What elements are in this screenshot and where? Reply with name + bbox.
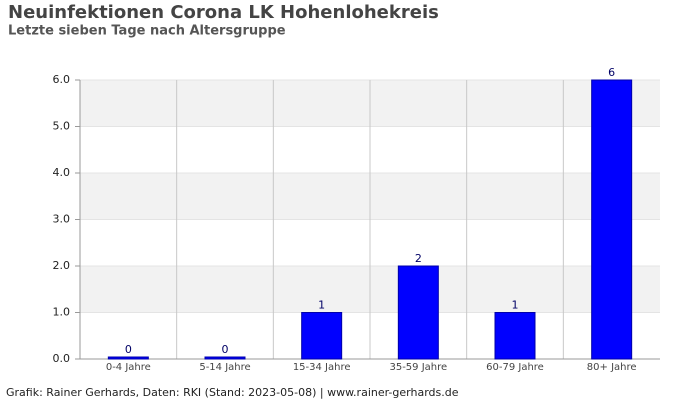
bar [397, 265, 439, 360]
x-tick-label: 15-34 Jahre [293, 362, 351, 373]
y-tick-label: 1.0 [53, 306, 71, 319]
y-tick-label: 3.0 [53, 213, 71, 226]
y-tick-label: 4.0 [53, 166, 71, 179]
x-tick-label: 60-79 Jahre [486, 362, 544, 373]
data-label: 6 [608, 66, 615, 79]
bar [301, 312, 343, 360]
data-label: 2 [415, 252, 422, 265]
data-label: 1 [512, 299, 519, 312]
bar [494, 312, 536, 360]
chart-title: Neuinfektionen Corona LK Hohenlohekreis [8, 2, 439, 23]
bar [204, 356, 246, 360]
data-label: 1 [318, 299, 325, 312]
bar [107, 356, 149, 360]
chart-subtitle: Letzte sieben Tage nach Altersgruppe [8, 24, 286, 39]
y-tick-label: 0.0 [53, 352, 71, 365]
y-tick-label: 6.0 [53, 73, 71, 86]
x-tick-label: 35-59 Jahre [389, 362, 447, 373]
y-tick-label: 5.0 [53, 120, 71, 133]
y-tick-label: 2.0 [53, 259, 71, 272]
bar [591, 79, 633, 360]
data-label: 0 [125, 343, 132, 356]
x-tick-label: 5-14 Jahre [199, 362, 250, 373]
x-tick-label: 0-4 Jahre [106, 362, 151, 373]
x-tick-label: 80+ Jahre [587, 362, 637, 373]
data-label: 0 [222, 343, 229, 356]
footer: Grafik: Rainer Gerhards, Daten: RKI (Sta… [6, 386, 459, 399]
